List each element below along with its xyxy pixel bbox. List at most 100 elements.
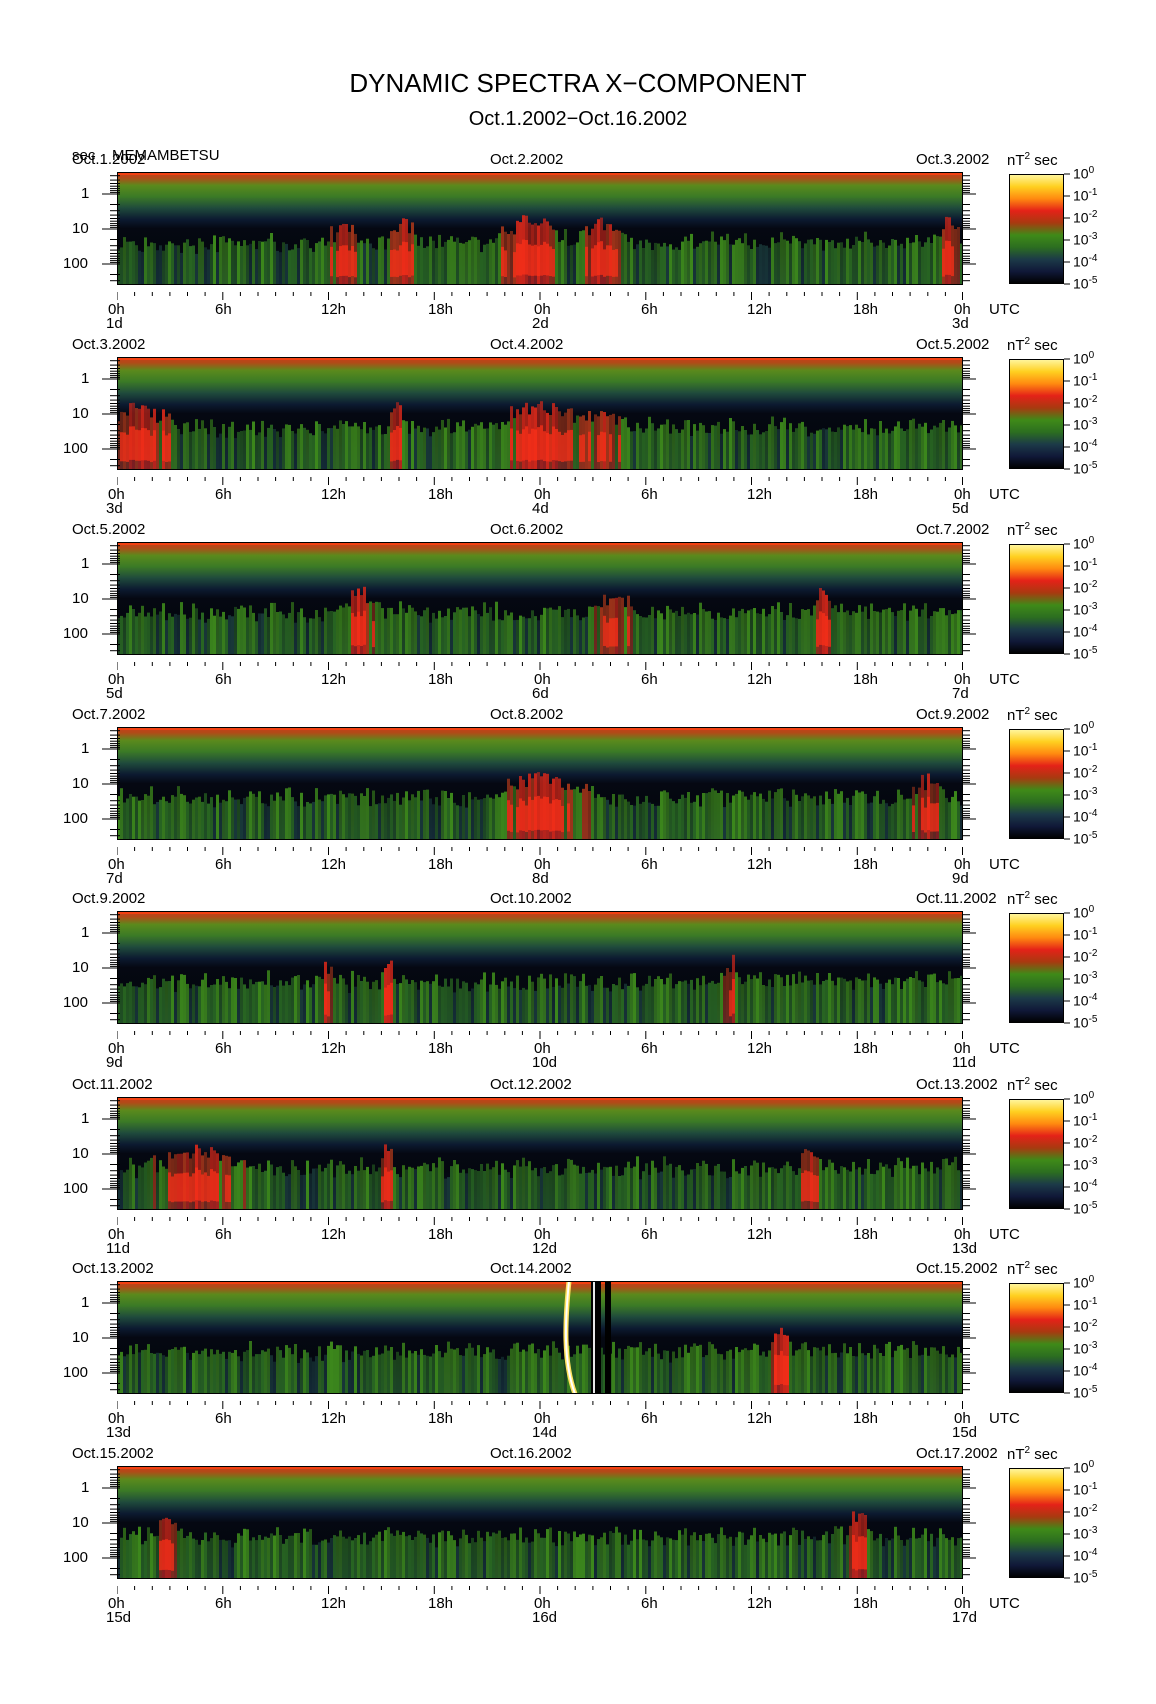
y-axis-right <box>962 172 982 285</box>
x-tick-label: 18h <box>853 1595 879 1612</box>
spectrogram-panel: Oct.13.2002 Oct.14.2002 Oct.15.2002 nT2 sec… <box>0 1261 1156 1452</box>
x-axis-ticks <box>116 844 963 855</box>
x-tick-label: 0h <box>954 1226 971 1243</box>
colorbar-ticks <box>1064 171 1154 287</box>
spectrogram-panel: Oct.9.2002 Oct.10.2002 Oct.11.2002 nT2 sec 1… <box>0 891 1156 1082</box>
colorbar-tick-label: 10-4 <box>1073 992 1098 1009</box>
x-tick-label: 6h <box>215 856 232 873</box>
x-tick-label: 18h <box>428 671 454 688</box>
y-tick-label: 100 <box>63 255 89 272</box>
x-tick-label: 12h <box>321 1595 347 1612</box>
colorbar-ticks <box>1064 910 1154 1026</box>
spectrogram-panel: Oct.3.2002 Oct.4.2002 Oct.5.2002 nT2 sec 1 10… <box>0 337 1156 528</box>
colorbar-tick-label: 10-5 <box>1073 1014 1098 1031</box>
y-axis-right <box>962 1466 982 1579</box>
date-left: Oct.15.2002 <box>72 1445 154 1462</box>
day-left: 11d <box>106 1240 130 1257</box>
y-tick-label: 100 <box>63 994 89 1011</box>
y-tick-label: 100 <box>63 625 89 642</box>
y-tick-label: 1 <box>81 924 90 941</box>
y-tick-label: 100 <box>63 440 89 457</box>
x-tick-label: 6h <box>215 671 232 688</box>
colorbar-tick-label: 10-3 <box>1073 786 1098 803</box>
x-tick-label: 18h <box>428 1595 454 1612</box>
spectrogram-plot <box>117 911 963 1024</box>
y-axis-left <box>92 727 120 840</box>
day-mid: 16d <box>532 1609 558 1626</box>
y-tick-label: 100 <box>63 1364 89 1381</box>
x-tick-label: 12h <box>747 856 773 873</box>
y-tick-label: 10 <box>72 1145 89 1162</box>
x-tick-label: 6h <box>641 1595 658 1612</box>
colorbar-tick-label: 10-1 <box>1073 557 1098 574</box>
x-unit-label: UTC <box>989 1595 1020 1612</box>
x-tick-label: 18h <box>428 301 454 318</box>
date-right: Oct.15.2002 <box>916 1260 998 1277</box>
colorbar-tick-label: 10-1 <box>1073 1112 1098 1129</box>
colorbar-ticks <box>1064 356 1154 472</box>
x-tick-label: 6h <box>215 1410 232 1427</box>
colorbar-unit: nT2 sec <box>1007 336 1058 354</box>
x-tick-label: 0h <box>534 1595 551 1612</box>
y-tick-label: 1 <box>81 370 90 387</box>
day-mid: 14d <box>532 1424 558 1441</box>
y-tick-label: 10 <box>72 220 89 237</box>
day-mid: 10d <box>532 1054 558 1071</box>
date-mid: Oct.16.2002 <box>490 1445 572 1462</box>
x-tick-label: 18h <box>428 856 454 873</box>
y-axis-left <box>92 1466 120 1579</box>
colorbar-tick-label: 10-4 <box>1073 808 1098 825</box>
y-axis-left <box>92 1097 120 1210</box>
x-tick-label: 6h <box>641 486 658 503</box>
x-tick-label: 0h <box>954 856 971 873</box>
colorbar-unit: nT2 sec <box>1007 1260 1058 1278</box>
x-axis-ticks <box>116 1028 963 1039</box>
x-tick-label: 12h <box>321 1040 347 1057</box>
x-tick-label: 6h <box>641 1040 658 1057</box>
colorbar-tick-label: 10-3 <box>1073 970 1098 987</box>
x-tick-label: 0h <box>534 301 551 318</box>
spectrogram-plot <box>117 1097 963 1210</box>
x-tick-label: 12h <box>321 1226 347 1243</box>
x-tick-label: 18h <box>853 301 879 318</box>
colorbar-tick-label: 100 <box>1073 350 1095 367</box>
x-unit-label: UTC <box>989 671 1020 688</box>
colorbar-tick-label: 10-1 <box>1073 1481 1098 1498</box>
chart-title: DYNAMIC SPECTRA X−COMPONENT <box>349 68 807 98</box>
colorbar-tick-label: 10-2 <box>1073 764 1098 781</box>
x-tick-label: 18h <box>853 486 879 503</box>
x-tick-label: 0h <box>534 486 551 503</box>
y-axis-left <box>92 542 120 655</box>
day-mid: 8d <box>532 870 549 887</box>
x-tick-label: 18h <box>853 856 879 873</box>
y-tick-label: 10 <box>72 590 89 607</box>
day-right: 9d <box>952 870 969 887</box>
day-right: 17d <box>952 1609 978 1626</box>
x-tick-label: 6h <box>641 1410 658 1427</box>
x-tick-label: 0h <box>108 301 125 318</box>
x-tick-label: 0h <box>954 486 971 503</box>
x-tick-label: 12h <box>321 1410 347 1427</box>
x-tick-label: 6h <box>215 301 232 318</box>
x-tick-label: 6h <box>215 1226 232 1243</box>
date-mid: Oct.6.2002 <box>490 521 564 538</box>
x-unit-label: UTC <box>989 1226 1020 1243</box>
colorbar <box>1009 729 1064 839</box>
colorbar-tick-label: 10-4 <box>1073 1547 1098 1564</box>
spectrogram-plot <box>117 727 963 840</box>
spectrogram-panel: Oct.15.2002 Oct.16.2002 Oct.17.2002 nT2 sec… <box>0 1446 1156 1637</box>
y-axis-right <box>962 357 982 470</box>
x-tick-label: 6h <box>641 301 658 318</box>
y-tick-label: 1 <box>81 740 90 757</box>
x-tick-label: 12h <box>321 486 347 503</box>
date-left: Oct.1.2002 <box>72 151 146 168</box>
colorbar-tick-label: 10-1 <box>1073 742 1098 759</box>
y-tick-label: 10 <box>72 405 89 422</box>
date-mid: Oct.4.2002 <box>490 336 564 353</box>
colorbar <box>1009 544 1064 654</box>
day-right: 13d <box>952 1240 978 1257</box>
x-tick-label: 0h <box>108 1595 125 1612</box>
y-tick-label: 1 <box>81 1479 90 1496</box>
spectrogram-panel: Oct.11.2002 Oct.12.2002 Oct.13.2002 nT2 sec… <box>0 1077 1156 1268</box>
x-unit-label: UTC <box>989 486 1020 503</box>
